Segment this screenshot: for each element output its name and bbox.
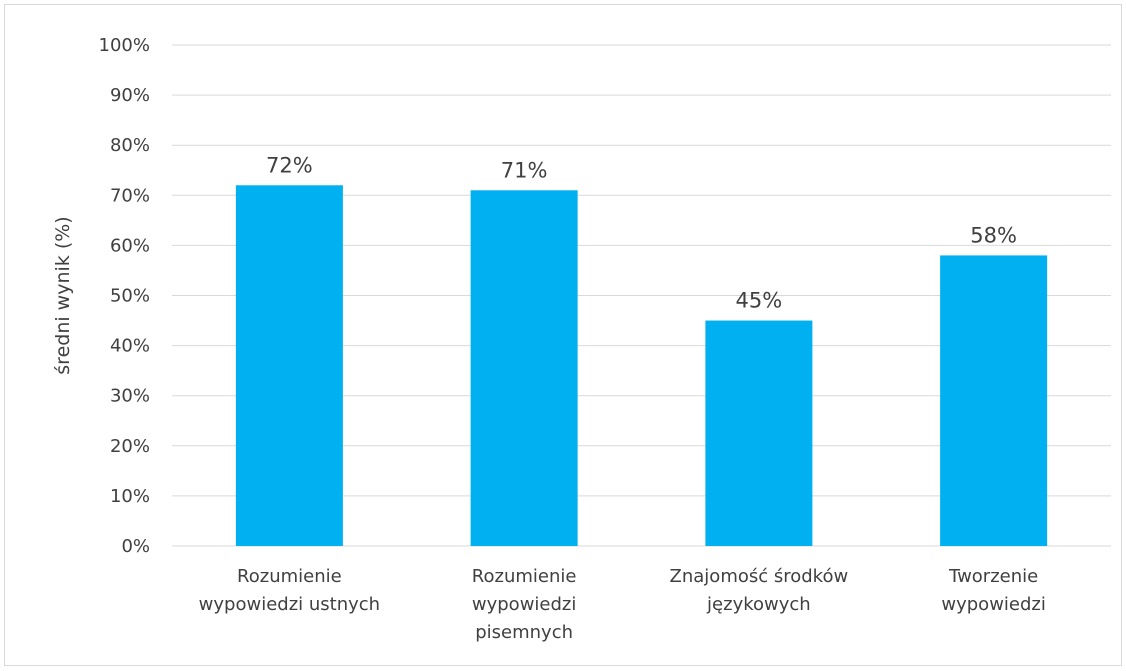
y-tick-label: 60% [110, 235, 150, 256]
bar-chart: 0% 10% 20% 30% 40% 50% 60% 70% 80% 90% 100% 72% 71%… [52, 35, 1111, 643]
y-tick-label: 50% [110, 286, 150, 307]
data-label: 58% [970, 223, 1017, 247]
y-axis-ticks: 0% 10% 20% 30% 40% 50% 60% 70% 80% 90% 100% [99, 35, 150, 557]
y-tick-label: 90% [110, 85, 150, 106]
bar [940, 255, 1048, 547]
bar [235, 185, 343, 546]
data-label: 45% [736, 289, 783, 313]
x-category-label: Rozumienie wypowiedzi pisemnych [472, 566, 577, 643]
y-tick-label: 20% [110, 436, 150, 457]
data-label: 72% [266, 153, 313, 177]
bar [705, 320, 813, 546]
y-tick-label: 100% [99, 35, 150, 56]
data-label: 71% [501, 158, 548, 182]
x-category-label: Tworzenie wypowiedzi [941, 566, 1045, 615]
data-labels: 72% 71% 45% 58% [266, 153, 1017, 312]
x-category-label: Znajomość środków językowych [670, 566, 849, 615]
y-tick-label: 30% [110, 386, 150, 407]
y-tick-label: 80% [110, 135, 150, 156]
bar [470, 190, 578, 547]
y-tick-label: 10% [110, 486, 150, 507]
y-tick-label: 0% [121, 536, 150, 557]
x-category-label: Rozumienie wypowiedzi ustnych [199, 566, 380, 615]
chart-frame: 0% 10% 20% 30% 40% 50% 60% 70% 80% 90% 100% 72% 71%… [4, 4, 1122, 666]
y-axis-title: średni wynik (%) [52, 216, 74, 374]
x-axis-categories: Rozumienie wypowiedzi ustnych Rozumienie wy… [199, 566, 1046, 643]
bars [235, 185, 1048, 547]
y-tick-label: 70% [110, 185, 150, 206]
y-tick-label: 40% [110, 336, 150, 357]
